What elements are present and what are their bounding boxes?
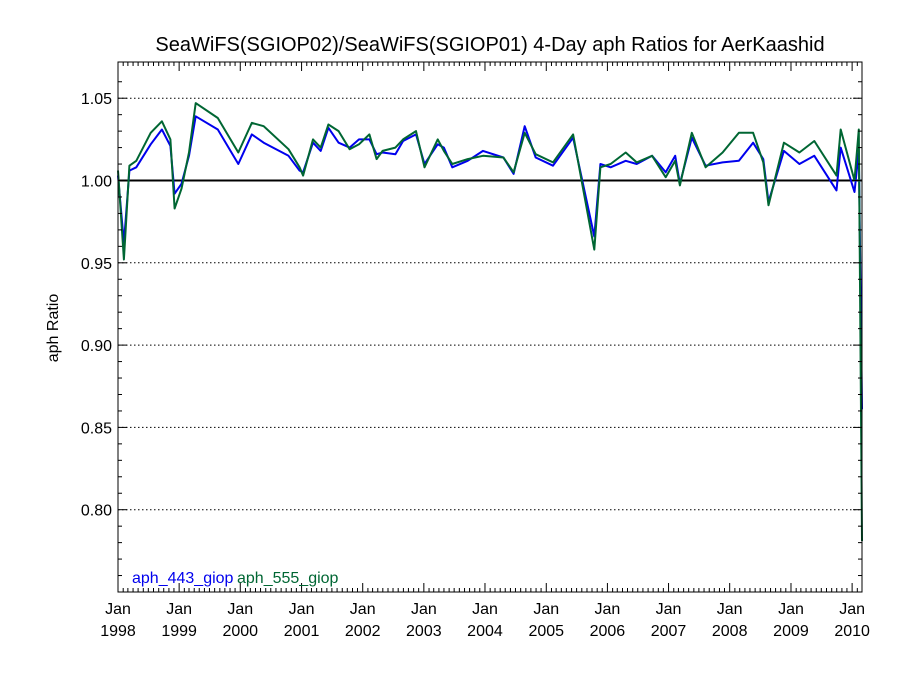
x-tick-label-year: 2003 bbox=[406, 623, 442, 640]
x-tick-label-month: Jan bbox=[289, 601, 315, 618]
x-tick-label-year: 1998 bbox=[100, 623, 136, 640]
x-tick-label-year: 2008 bbox=[712, 623, 748, 640]
x-tick-label-year: 2002 bbox=[345, 623, 381, 640]
chart-title: SeaWiFS(SGIOP02)/SeaWiFS(SGIOP01) 4-Day … bbox=[155, 34, 824, 56]
x-tick-label-month: Jan bbox=[105, 601, 131, 618]
x-tick-label-month: Jan bbox=[595, 601, 621, 618]
x-tick-label-month: Jan bbox=[350, 601, 376, 618]
x-tick-label-year: 2006 bbox=[590, 623, 626, 640]
y-tick-label: 1.05 bbox=[81, 91, 112, 108]
x-tick-label-year: 2010 bbox=[834, 623, 870, 640]
x-tick-label-year: 2000 bbox=[222, 623, 258, 640]
y-tick-label: 0.85 bbox=[81, 420, 112, 437]
x-tick-label-month: Jan bbox=[227, 601, 253, 618]
series-line-aph-555-giop bbox=[117, 102, 863, 542]
legend-entry-aph-555-giop: aph_555_giop bbox=[237, 570, 339, 587]
x-tick-label-month: Jan bbox=[656, 601, 682, 618]
x-tick-label-year: 2007 bbox=[651, 623, 687, 640]
x-tick-label-month: Jan bbox=[166, 601, 192, 618]
y-tick-label: 0.80 bbox=[81, 503, 112, 520]
x-tick-label-month: Jan bbox=[533, 601, 559, 618]
x-tick-label-month: Jan bbox=[717, 601, 743, 618]
x-tick-label-month: Jan bbox=[839, 601, 865, 618]
y-tick-label: 1.00 bbox=[81, 174, 112, 191]
tick-group: 0.80 0.85 0.90 0.95 1.00 1.05 Jan 1998 Jan 1999 Ja… bbox=[81, 62, 870, 640]
y-tick-label: 0.90 bbox=[81, 338, 112, 355]
grid bbox=[118, 97, 862, 511]
y-tick-label: 0.95 bbox=[81, 256, 112, 273]
x-tick-label-year: 2005 bbox=[528, 623, 564, 640]
legend-entry-aph-443-giop: aph_443_giop bbox=[132, 570, 234, 587]
x-tick-label-month: Jan bbox=[411, 601, 437, 618]
x-tick-label-year: 2004 bbox=[467, 623, 503, 640]
x-tick-label-year: 1999 bbox=[161, 623, 197, 640]
x-tick-label-month: Jan bbox=[472, 601, 498, 618]
legend: aph_443_giop aph_555_giop bbox=[132, 570, 339, 587]
plot-frame bbox=[117, 61, 863, 593]
x-tick-label-year: 2009 bbox=[773, 623, 809, 640]
y-axis-label: aph Ratio bbox=[45, 294, 62, 363]
series-group bbox=[117, 102, 863, 542]
x-tick-label-month: Jan bbox=[778, 601, 804, 618]
x-tick-label-year: 2001 bbox=[284, 623, 320, 640]
